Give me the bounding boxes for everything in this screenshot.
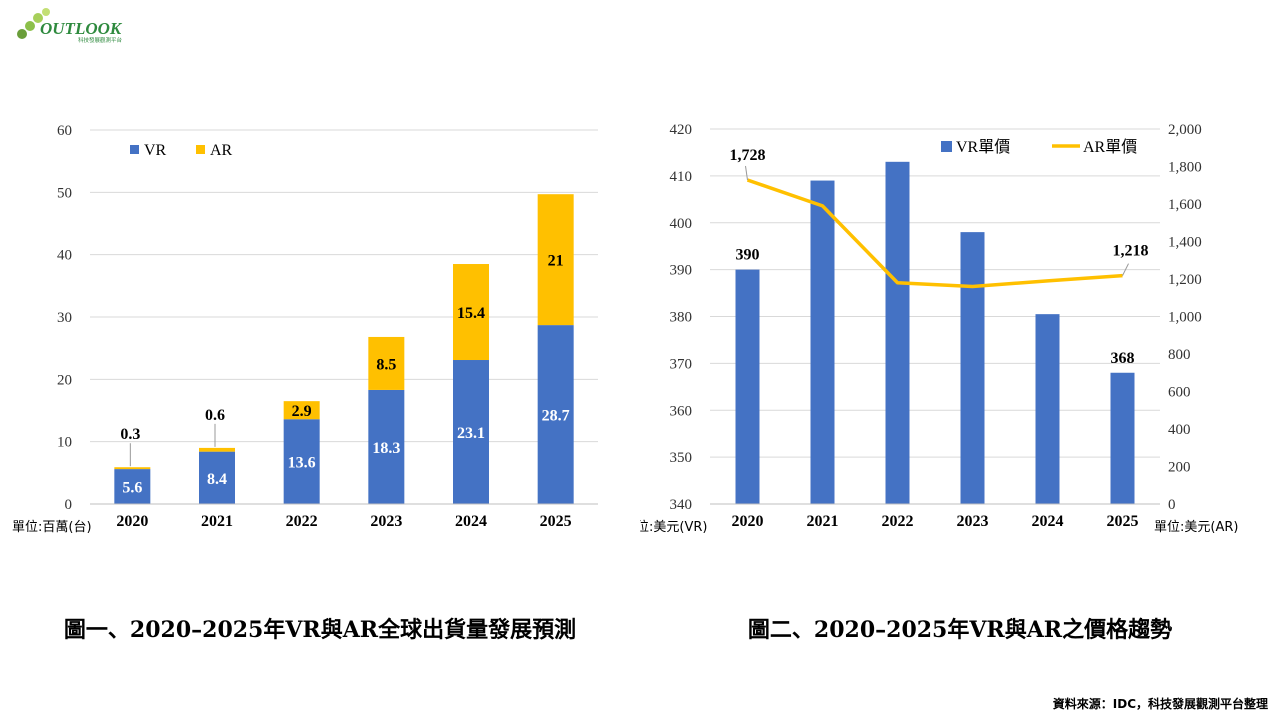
source-note: 資料來源：IDC，科技發展觀測平台整理: [1052, 697, 1268, 711]
vr-price-bar: [735, 269, 760, 504]
vr-price-bar: [960, 232, 985, 504]
y-right-unit-label: 單位:美元(AR): [1154, 520, 1238, 535]
legend-vr-swatch: [941, 141, 952, 152]
y-tick-label: 10: [57, 435, 72, 451]
y-right-tick-label: 1,400: [1168, 235, 1202, 251]
x-tick-label: 2024: [455, 513, 487, 530]
y-left-tick-label: 340: [670, 497, 693, 513]
y-left-tick-label: 380: [670, 310, 693, 326]
ar-bar: [368, 336, 405, 390]
ar-data-label: 0.3: [120, 426, 140, 443]
vr-bar: [199, 451, 235, 504]
ar-data-label: 0.6: [205, 407, 225, 424]
y-right-tick-label: 1,600: [1168, 197, 1202, 213]
vr-price-data-label: 390: [736, 247, 760, 264]
ar-data-label: 15.4: [457, 305, 485, 322]
ar-price-data-label: 1,728: [730, 147, 766, 164]
y-left-unit-label: 單位:美元(VR): [640, 520, 707, 535]
vr-bar: [537, 325, 574, 504]
svg-text:科技發展觀測平台: 科技發展觀測平台: [78, 36, 123, 44]
vr-bar: [453, 360, 489, 504]
vr-bar: [283, 419, 320, 504]
ar-data-label: 21: [548, 253, 564, 270]
y-left-tick-label: 390: [670, 263, 693, 279]
y-tick-label: 20: [57, 372, 72, 388]
svg-text:OUTLOOK: OUTLOOK: [40, 19, 123, 38]
logo-graphic: OUTLOOK 科技發展觀測平台: [17, 8, 123, 44]
y-left-tick-label: 400: [670, 216, 693, 232]
ar-bar: [537, 194, 574, 326]
ar-data-label: 8.5: [376, 356, 396, 373]
y-left-tick-label: 370: [670, 356, 693, 372]
vr-price-bar: [885, 161, 910, 504]
y-right-tick-label: 1,800: [1168, 160, 1202, 176]
vr-price-bar: [810, 180, 835, 504]
vr-price-data-label: 368: [1111, 350, 1135, 367]
y-right-tick-label: 1,000: [1168, 310, 1202, 326]
ar-bar: [199, 447, 235, 452]
legend-ar-label: AR: [210, 142, 233, 159]
legend-vr-label: VR: [144, 142, 167, 159]
y-tick-label: 60: [57, 123, 72, 139]
x-tick-label: 2021: [201, 513, 233, 530]
vr-bar: [368, 389, 405, 504]
x-tick-label: 2020: [732, 513, 764, 530]
ar-data-label: 2.9: [292, 403, 312, 420]
y-tick-label: 40: [57, 248, 72, 264]
y-right-tick-label: 800: [1168, 347, 1191, 363]
vr-data-label: 23.1: [457, 425, 485, 442]
y-right-tick-label: 1,200: [1168, 272, 1202, 288]
y-unit-label: 單位:百萬(台): [12, 520, 92, 535]
x-tick-label: 2024: [1032, 513, 1064, 530]
price-chart: 340 350 360 370 380 390 400 410 420 0 200 400 600 800…: [623, 110, 1280, 550]
ar-price-line: [746, 178, 1123, 289]
y-tick-label: 30: [57, 310, 72, 326]
x-tick-label: 2020: [116, 513, 148, 530]
price-chart-svg: 340 350 360 370 380 390 400 410 420 0 200 400 600 800…: [623, 122, 1238, 535]
x-tick-label: 2022: [882, 513, 914, 530]
vr-bar: [114, 469, 151, 504]
chart2-caption: 圖二、2020–2025年VR與AR之價格趨勢: [747, 617, 1173, 643]
x-tick-label: 2023: [370, 513, 402, 530]
legend-vr-swatch: [130, 145, 139, 154]
ar-bar: [114, 467, 151, 470]
vr-data-label: 13.6: [288, 455, 316, 472]
vr-data-label: 8.4: [207, 471, 227, 488]
y-right-tick-label: 0: [1168, 497, 1176, 513]
outlook-logo: OUTLOOK 科技發展觀測平台: [8, 4, 128, 44]
x-tick-label: 2021: [807, 513, 839, 530]
y-left-tick-label: 410: [670, 169, 693, 185]
legend-vr-label: VR單價: [956, 138, 1010, 156]
y-tick-label: 50: [57, 185, 72, 201]
y-left-tick-label: 360: [670, 403, 693, 419]
y-right-tick-label: 600: [1168, 385, 1191, 401]
shipments-chart-svg: 0 10 20 30 40 50 60 2020 5.6 0.3 2021 8.4 0.6 2022 13.…: [12, 123, 598, 535]
vr-price-bar: [1035, 314, 1060, 504]
ar-bar: [283, 401, 320, 420]
ar-price-data-label: 1,218: [1113, 243, 1149, 260]
x-tick-label: 2025: [1107, 513, 1139, 530]
y-right-tick-label: 400: [1168, 422, 1191, 438]
y-right-tick-label: 2,000: [1168, 122, 1202, 138]
x-tick-label: 2025: [540, 513, 572, 530]
legend-ar-label: AR單價: [1083, 138, 1137, 156]
y-tick-label: 0: [65, 497, 73, 513]
vr-data-label: 28.7: [542, 408, 570, 425]
vr-data-label: 18.3: [372, 440, 400, 457]
ar-label-leader: [745, 165, 748, 181]
chart1-caption: 圖一、2020–2025年VR與AR全球出貨量發展預測: [63, 617, 577, 643]
y-left-tick-label: 350: [670, 450, 693, 466]
ar-bar: [453, 264, 489, 361]
vr-data-label: 5.6: [122, 480, 142, 497]
y-left-tick-label: 420: [670, 122, 693, 138]
ar-label-leader: [1122, 263, 1129, 276]
shipments-chart: 0 10 20 30 40 50 60 2020 5.6 0.3 2021 8.4 0.6 2022 13.…: [0, 110, 640, 550]
vr-price-bar: [1110, 372, 1135, 504]
y-right-tick-label: 200: [1168, 460, 1191, 476]
legend-ar-swatch: [196, 145, 205, 154]
x-tick-label: 2023: [957, 513, 989, 530]
x-tick-label: 2022: [286, 513, 318, 530]
